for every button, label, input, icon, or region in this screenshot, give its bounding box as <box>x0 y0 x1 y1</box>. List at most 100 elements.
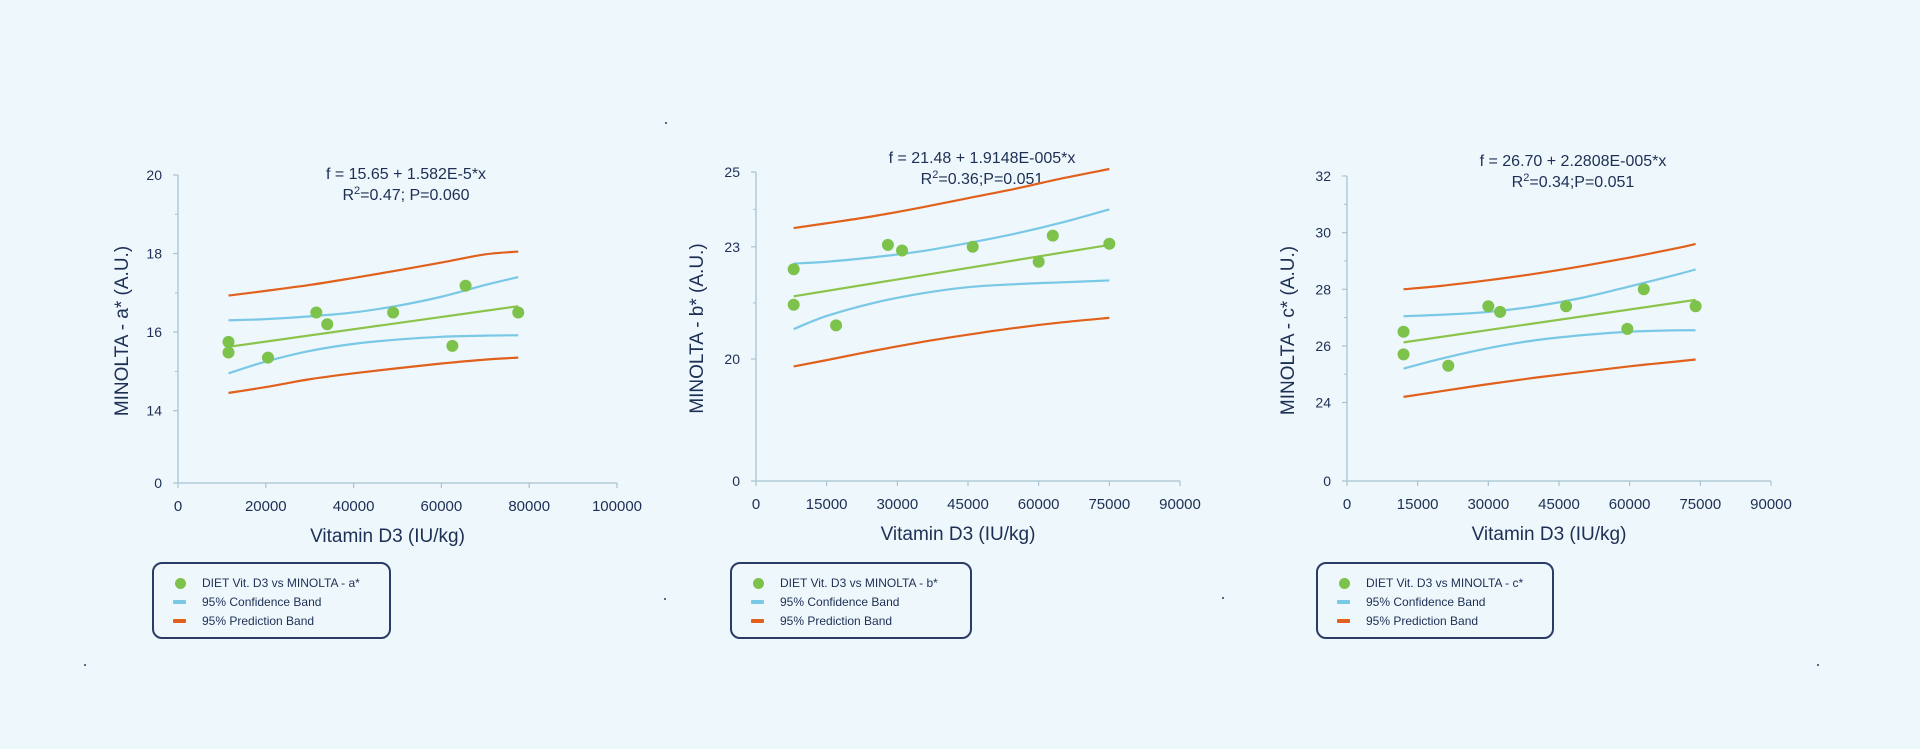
x-tick-label: 80000 <box>508 498 550 515</box>
y-tick-label: 28 <box>1315 281 1331 297</box>
data-point <box>1494 305 1507 318</box>
data-point <box>1637 283 1650 296</box>
data-point <box>1689 300 1702 313</box>
prediction-band-lower <box>228 356 519 395</box>
x-tick-label: 60000 <box>421 498 463 515</box>
prediction-band-upper <box>1403 242 1696 291</box>
y-tick-label: 16 <box>146 324 162 340</box>
prediction-band-lower <box>793 316 1110 368</box>
confidence-band-upper <box>1403 268 1696 318</box>
legend-label-points: DIET Vit. D3 vs MINOLTA - c* <box>1366 575 1524 590</box>
x-tick-label: 0 <box>752 496 760 513</box>
x-axis-label: Vitamin D3 (IU/kg) <box>881 524 1036 545</box>
chart-panel-a: 14 16 18 20 0 0 20000 40000 60000 80000 100000 Vita… <box>0 0 642 749</box>
prediction-symbol <box>748 615 770 627</box>
data-point <box>1442 359 1455 372</box>
r-squared-label: R2=0.34;P=0.051 <box>1512 172 1635 191</box>
legend-item-prediction: 95% Prediction Band <box>1334 611 1536 630</box>
legend-item-confidence: 95% Confidence Band <box>1334 592 1536 611</box>
confidence-symbol <box>748 596 770 608</box>
regression-equation: f = 21.48 + 1.9148E-005*x <box>889 150 1076 167</box>
x-tick-label: 40000 <box>333 498 375 515</box>
y-tick-label: 23 <box>724 239 740 255</box>
speck <box>664 598 666 600</box>
y-axis-label: MINOLTA - b* (A.U.) <box>687 243 708 413</box>
legend-c: DIET Vit. D3 vs MINOLTA - c* 95% Confide… <box>1316 562 1554 639</box>
y-tick-label: 18 <box>146 246 162 262</box>
data-point <box>310 306 323 319</box>
y-tick-label: 25 <box>724 164 740 180</box>
y-tick-label: 30 <box>1315 225 1331 241</box>
speck <box>665 122 667 124</box>
data-point <box>1397 325 1410 338</box>
y-tick-label: 26 <box>1315 338 1331 354</box>
data-point <box>222 335 235 348</box>
legend-item-points: DIET Vit. D3 vs MINOLTA - a* <box>170 573 373 592</box>
data-point <box>446 339 459 352</box>
y-tick-label: 14 <box>146 403 162 419</box>
legend-label-points: DIET Vit. D3 vs MINOLTA - b* <box>780 575 938 590</box>
speck <box>1817 664 1819 666</box>
point-symbol <box>748 577 770 589</box>
x-tick-label: 60000 <box>1609 496 1651 513</box>
x-tick-label: 20000 <box>245 498 287 515</box>
legend-item-prediction: 95% Prediction Band <box>748 611 954 630</box>
x-tick-label: 0 <box>1343 496 1351 513</box>
legend-label-confidence: 95% Confidence Band <box>202 594 322 609</box>
y-tick-label: 20 <box>724 351 740 367</box>
prediction-band-upper <box>228 250 519 297</box>
confidence-band-lower <box>793 279 1110 331</box>
r-squared-label: R2=0.36;P=0.051 <box>921 169 1044 188</box>
data-point <box>1103 237 1116 250</box>
point-symbol <box>1334 577 1356 589</box>
regression-equation: f = 15.65 + 1.582E-5*x <box>326 166 486 183</box>
x-tick-label: 100000 <box>592 498 642 515</box>
legend-item-prediction: 95% Prediction Band <box>170 611 373 630</box>
x-tick-label: 30000 <box>1467 496 1509 513</box>
x-tick-label: 15000 <box>1397 496 1439 513</box>
data-point <box>459 279 472 292</box>
y-base-label: 0 <box>732 473 740 489</box>
data-point <box>261 351 274 364</box>
confidence-symbol <box>1334 596 1356 608</box>
x-tick-label: 75000 <box>1679 496 1721 513</box>
prediction-band-upper <box>793 167 1110 230</box>
data-point <box>881 238 894 251</box>
confidence-band-upper <box>793 208 1110 265</box>
data-point <box>1397 348 1410 361</box>
x-tick-label: 0 <box>174 498 182 515</box>
chart-a: 14 16 18 20 00 20000 40000 60000 80000 100000 Vita… <box>112 166 642 547</box>
legend-label-confidence: 95% Confidence Band <box>780 594 900 609</box>
legend-item-confidence: 95% Confidence Band <box>748 592 954 611</box>
legend-item-points: DIET Vit. D3 vs MINOLTA - b* <box>748 573 954 592</box>
data-point <box>321 318 334 331</box>
y-axis-label: MINOLTA - a* (A.U.) <box>112 246 133 416</box>
x-tick-label: 75000 <box>1088 496 1130 513</box>
legend-label-confidence: 95% Confidence Band <box>1366 594 1486 609</box>
x-tick-label: 60000 <box>1018 496 1060 513</box>
legend-label-prediction: 95% Prediction Band <box>202 613 315 628</box>
data-point <box>966 240 979 253</box>
data-point <box>1032 255 1045 268</box>
y-axis-label: MINOLTA - c* (A.U.) <box>1278 246 1299 415</box>
regression-line <box>1403 298 1696 344</box>
x-tick-label: 15000 <box>806 496 848 513</box>
legend-item-points: DIET Vit. D3 vs MINOLTA - c* <box>1334 573 1536 592</box>
confidence-symbol <box>170 596 192 608</box>
legend-a: DIET Vit. D3 vs MINOLTA - a* 95% Confide… <box>152 562 391 639</box>
y-base-label: 0 <box>154 475 162 491</box>
data-point <box>787 263 800 276</box>
legend-label-points: DIET Vit. D3 vs MINOLTA - a* <box>202 575 360 590</box>
regression-line <box>793 243 1110 298</box>
data-point <box>830 319 843 332</box>
data-point <box>787 298 800 311</box>
legend-b: DIET Vit. D3 vs MINOLTA - b* 95% Confide… <box>730 562 972 639</box>
r-squared-label: R2=0.47; P=0.060 <box>342 185 469 204</box>
confidence-band-upper <box>228 276 519 322</box>
y-base-label: 0 <box>1323 473 1331 489</box>
regression-line <box>228 305 519 348</box>
y-tick-label: 20 <box>146 167 162 183</box>
x-tick-label: 90000 <box>1750 496 1792 513</box>
confidence-band-lower <box>1403 329 1696 370</box>
legend-item-confidence: 95% Confidence Band <box>170 592 373 611</box>
